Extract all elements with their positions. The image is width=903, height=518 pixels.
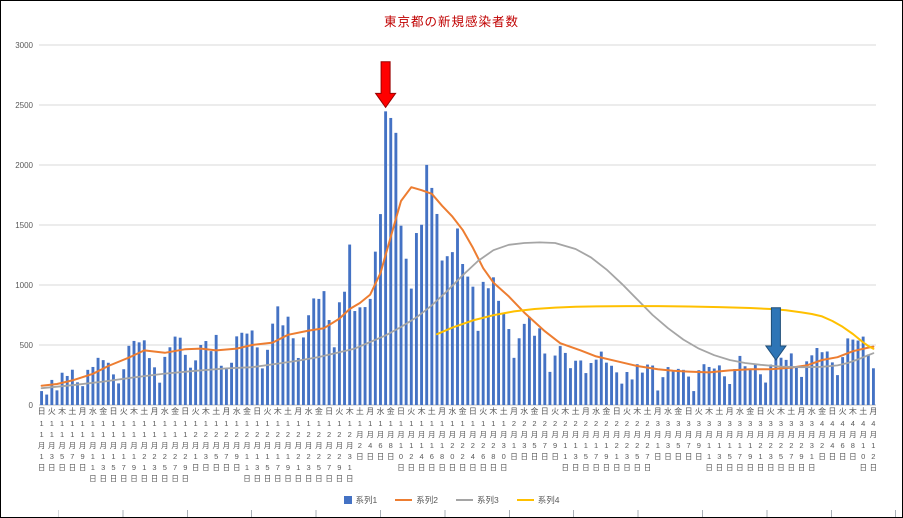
- legend-swatch-line-icon: [456, 498, 473, 502]
- line-series-系列3: [40, 241, 875, 390]
- legend-label: 系列2: [416, 495, 438, 505]
- legend-swatch-line-icon: [516, 498, 534, 502]
- y-tick-label: 1000: [15, 281, 33, 290]
- legend-label: 系列4: [537, 495, 560, 505]
- y-tick-label: 500: [20, 341, 34, 350]
- legend: 系列1 系列2 系列3 系列4: [1, 492, 902, 508]
- red-down-arrow[interactable]: [374, 61, 397, 109]
- sheet-column-ticks: [1, 510, 902, 517]
- y-tick-label: 0: [29, 401, 34, 410]
- y-tick-label: 1500: [15, 221, 33, 230]
- y-tick-label: 2000: [15, 161, 33, 170]
- legend-item[interactable]: 系列3: [456, 494, 499, 506]
- y-tick-label: 3000: [15, 41, 33, 50]
- line-series-系列2: [40, 186, 875, 387]
- legend-swatch-bar-icon: [343, 496, 352, 504]
- blue-down-arrow[interactable]: [764, 307, 787, 361]
- legend-item[interactable]: 系列1: [343, 494, 378, 506]
- bar-series: [40, 111, 875, 406]
- legend-item[interactable]: 系列4: [516, 494, 560, 506]
- legend-label: 系列1: [355, 495, 378, 505]
- legend-swatch-line-icon: [395, 498, 413, 502]
- legend-label: 系列3: [477, 495, 499, 505]
- legend-item[interactable]: 系列2: [395, 494, 438, 506]
- y-tick-label: 2500: [15, 101, 33, 110]
- chart-title: 東京都の新規感染者数: [383, 15, 519, 29]
- line-series-系列4: [436, 305, 875, 350]
